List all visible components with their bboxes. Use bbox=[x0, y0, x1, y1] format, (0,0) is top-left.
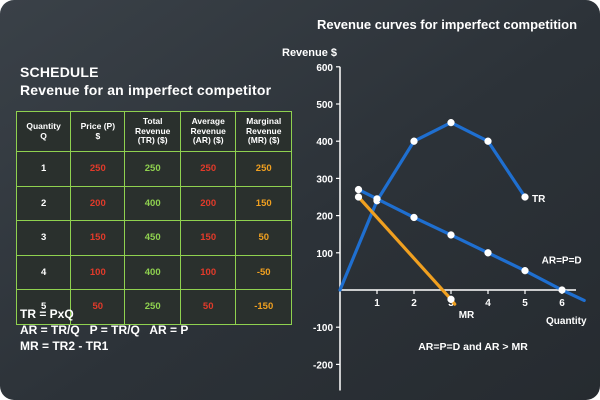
series-line-ar-p-d bbox=[356, 187, 586, 303]
cell-marginal-revenue: 250 bbox=[235, 151, 292, 187]
revenue-schedule-table: Quantity Q Price (P) $ Total Revenue (TR… bbox=[15, 111, 292, 325]
data-point-tr bbox=[484, 137, 492, 145]
x-tick-label: 3 bbox=[448, 298, 454, 309]
data-point-ar-p-d bbox=[558, 286, 566, 294]
chart-marks: 600 500 400 300 200 100 -100 -200 1 2 3 4 5 6 TR AR=P=D… bbox=[313, 63, 586, 391]
table-header-row: Quantity Q Price (P) $ Total Revenue (TR… bbox=[15, 111, 292, 152]
y-tick-label: -100 bbox=[313, 323, 333, 334]
cell-marginal-revenue: 50 bbox=[235, 220, 292, 256]
formula-tr: TR = PxQ bbox=[20, 307, 74, 321]
column-header-price: Price (P) $ bbox=[70, 111, 126, 152]
data-point-tr bbox=[447, 118, 455, 127]
y-tick-label: 500 bbox=[316, 100, 333, 111]
table-row: 2 200 400 200 150 bbox=[15, 185, 292, 221]
data-point-ar-p-d bbox=[521, 267, 529, 275]
x-tick-label: 2 bbox=[411, 298, 417, 309]
series-label-ar-p-d: AR=P=D bbox=[542, 256, 582, 267]
cell-quantity: 2 bbox=[15, 185, 72, 221]
formula-list: TR = PxQ AR = TR/Q P = TR/Q AR = P MR = … bbox=[20, 306, 188, 354]
formula-mr: MR = TR2 - TR1 bbox=[20, 339, 109, 353]
y-tick-label: 600 bbox=[316, 63, 333, 74]
y-axis-label: Revenue $ bbox=[282, 47, 337, 59]
x-tick-label: 1 bbox=[374, 298, 380, 309]
column-header-total-revenue: Total Revenue (TR) ($) bbox=[124, 111, 181, 152]
y-tick-label: 400 bbox=[316, 137, 333, 148]
series-label-mr: MR bbox=[459, 310, 475, 321]
data-point-ar-p-d bbox=[354, 185, 363, 194]
formula-ar: AR = TR/Q P = TR/Q AR = P bbox=[20, 323, 189, 337]
cell-quantity: 1 bbox=[15, 151, 72, 187]
y-tick-label: -200 bbox=[313, 360, 333, 371]
x-tick-label: 6 bbox=[559, 298, 565, 309]
cell-average-revenue: 50 bbox=[179, 289, 237, 325]
table-row: 3 150 450 150 50 bbox=[15, 220, 292, 256]
cell-quantity: 3 bbox=[15, 220, 72, 256]
cell-average-revenue: 200 bbox=[179, 185, 237, 221]
cell-total-revenue: 250 bbox=[124, 151, 181, 187]
series-label-tr: TR bbox=[532, 194, 546, 205]
x-tick-label: 5 bbox=[522, 298, 528, 309]
data-point-ar-p-d bbox=[484, 249, 492, 257]
cell-total-revenue: 400 bbox=[124, 185, 181, 221]
data-point-ar-p-d bbox=[410, 213, 418, 222]
column-header-marginal-revenue: Marginal Revenue (MR) ($) bbox=[235, 111, 292, 152]
y-tick-label: 100 bbox=[316, 249, 333, 260]
cell-average-revenue: 250 bbox=[179, 151, 237, 187]
data-point-mr bbox=[447, 295, 455, 303]
cell-quantity: 5 bbox=[15, 289, 72, 325]
chart-title: Revenue curves for imperfect competition bbox=[317, 17, 577, 32]
schedule-title: SCHEDULE bbox=[20, 64, 99, 80]
cell-price: 200 bbox=[70, 185, 126, 221]
x-axis-label: Quantity bbox=[546, 316, 587, 327]
y-tick-label: 300 bbox=[316, 174, 333, 185]
data-point-tr bbox=[410, 137, 418, 145]
cell-marginal-revenue: 150 bbox=[235, 185, 292, 221]
series-line-tr bbox=[338, 120, 527, 292]
y-tick-label: 200 bbox=[316, 212, 333, 223]
table-row: 1 250 250 250 250 bbox=[15, 151, 292, 187]
cell-total-revenue: 250 bbox=[124, 289, 181, 325]
x-tick-label: 4 bbox=[485, 298, 491, 309]
cell-total-revenue: 400 bbox=[124, 254, 181, 290]
schedule-subtitle: Revenue for an imperfect competitor bbox=[20, 82, 272, 98]
chart-annotation: AR=P=D and AR > MR bbox=[418, 341, 528, 353]
data-point-ar-p-d bbox=[373, 195, 381, 203]
cell-marginal-revenue: -150 bbox=[235, 289, 292, 325]
cell-price: 150 bbox=[70, 220, 126, 256]
cell-price: 100 bbox=[70, 254, 126, 290]
data-point-ar-p-d bbox=[447, 231, 455, 239]
table-row: 5 50 250 50 -150 bbox=[15, 289, 292, 325]
data-point-mr bbox=[354, 193, 363, 201]
cell-price: 50 bbox=[70, 289, 126, 325]
data-point-tr bbox=[521, 193, 529, 201]
column-header-quantity: Quantity Q bbox=[15, 111, 72, 152]
